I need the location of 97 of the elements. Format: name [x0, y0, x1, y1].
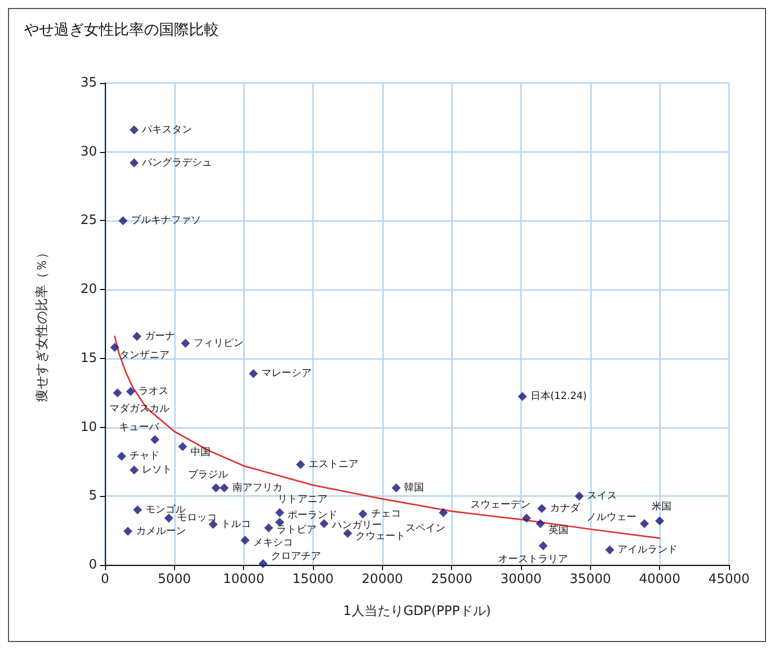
x-tick-label: 10000	[222, 572, 264, 587]
x-tick-label: 45000	[708, 572, 750, 587]
point	[164, 514, 174, 523]
y-tick-label: 15	[80, 350, 97, 366]
annotation: ラトビア	[276, 524, 317, 536]
annotation: オーストラリア	[498, 554, 568, 566]
annotation: 英国	[548, 524, 568, 536]
point	[537, 504, 546, 514]
point	[538, 541, 548, 550]
y-tick-label: 0	[88, 558, 97, 572]
point	[180, 338, 190, 348]
x-tick-label: 5000	[158, 572, 191, 587]
point	[178, 442, 188, 452]
point	[130, 465, 139, 474]
annotation: ガーナ	[144, 330, 175, 342]
point	[211, 483, 220, 492]
annotation: バングラデシュ	[141, 157, 212, 168]
point	[358, 510, 368, 519]
point	[438, 508, 448, 518]
annotation: スイス	[587, 490, 618, 502]
annotation: キューバ	[118, 422, 160, 434]
annotation: タンザニア	[120, 350, 170, 361]
y-tick-label: 20	[80, 282, 97, 298]
annotation: クロアチア	[271, 551, 322, 562]
annotation: ハンガリー	[331, 520, 382, 532]
annotation: フィリピン	[193, 338, 244, 349]
annotation: マレーシア	[261, 368, 312, 380]
point	[605, 545, 614, 554]
annotation: ブラジル	[188, 468, 228, 480]
point	[133, 505, 142, 514]
x-tick-label: 20000	[362, 572, 404, 587]
point	[240, 536, 250, 545]
annotation: トルコ	[221, 518, 252, 530]
annotation: モンゴル	[146, 503, 186, 516]
x-tick-label: 30000	[500, 572, 542, 587]
annotation: リトアニア	[278, 494, 328, 506]
x-tick-label: 35000	[570, 572, 612, 587]
annotation: チェコ	[370, 508, 401, 520]
point	[117, 452, 126, 461]
annotation: カナダ	[550, 502, 581, 514]
annotation: エストニア	[308, 458, 359, 470]
annotation: ポーランド	[288, 510, 338, 521]
point	[123, 526, 132, 536]
annotation: ノルウェー	[586, 512, 636, 524]
point	[220, 483, 229, 492]
annotation: 米国	[652, 500, 672, 512]
x-tick-label: 40000	[638, 572, 680, 587]
point	[248, 369, 258, 378]
annotation: モロッコ	[176, 512, 217, 524]
y-tick-label: 10	[80, 420, 97, 435]
annotation: パキスタン	[141, 124, 192, 136]
y-tick-label: 35	[80, 76, 97, 90]
y-tick-label: 25	[80, 213, 97, 228]
point	[574, 492, 584, 501]
annotation: ラオス	[138, 386, 169, 397]
annotation: スウェーデン	[470, 500, 531, 511]
point	[264, 523, 274, 532]
annotation: 南アフリカ	[232, 481, 282, 494]
point	[320, 519, 329, 528]
annotation: クウェート	[356, 530, 406, 542]
x-tick-label: 25000	[430, 572, 472, 587]
point	[392, 483, 401, 492]
point	[118, 216, 128, 226]
point	[536, 519, 545, 528]
point	[518, 392, 527, 401]
point	[150, 435, 160, 444]
annotation: アイルランド	[618, 544, 678, 556]
annotation: 日本(12.24)	[530, 390, 587, 402]
annotation: レソト	[142, 464, 172, 476]
annotation: スペイン	[405, 523, 446, 534]
point	[296, 460, 306, 469]
point	[258, 559, 268, 568]
y-tick-label: 5	[88, 488, 97, 504]
y-axis-title: 痩せすぎ女性の比率（％）	[34, 246, 50, 402]
annotation: 中国	[190, 446, 211, 458]
point	[640, 519, 649, 528]
chart-title: やせ過ぎ女性比率の国際比較	[24, 20, 219, 38]
annotation: チャド	[130, 450, 160, 462]
point	[110, 342, 120, 352]
annotation: マダガスカル	[109, 402, 170, 414]
point	[126, 386, 136, 396]
point	[655, 516, 664, 526]
x-tick-label: 0	[100, 572, 110, 587]
x-axis-title: 1人当たりGDP(PPPドル)	[343, 604, 491, 619]
point	[132, 332, 142, 341]
point	[130, 158, 139, 168]
x-tick-label: 15000	[292, 572, 334, 587]
point	[275, 508, 284, 518]
annotation: ブルキナファソ	[131, 214, 202, 226]
point	[112, 388, 122, 398]
point	[522, 514, 532, 523]
point	[130, 125, 139, 134]
y-tick-label: 30	[80, 144, 97, 160]
point	[343, 528, 352, 538]
annotation: メキシコ	[253, 538, 294, 549]
annotation: 韓国	[404, 481, 424, 494]
annotation: カメルーン	[136, 526, 186, 537]
